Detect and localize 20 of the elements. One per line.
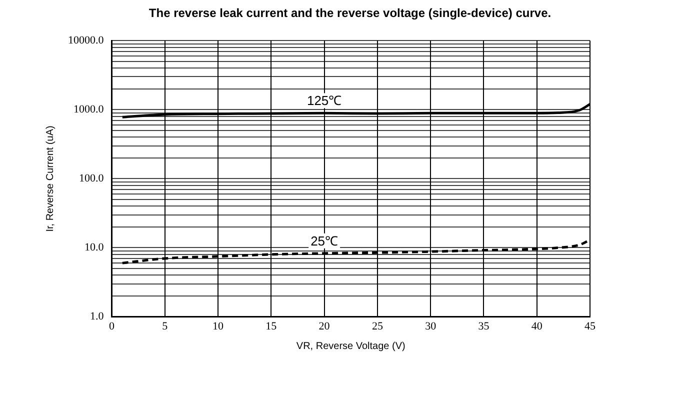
- y-axis-title: Ir, Reverse Current (uA): [44, 126, 56, 232]
- x-tick-label: 40: [531, 320, 543, 332]
- y-tick-label: 100.0: [79, 172, 104, 185]
- series-label: 125℃: [306, 93, 342, 108]
- chart-title: The reverse leak current and the reverse voltage (single-device) curve.: [148, 6, 552, 20]
- x-tick-label: 5: [162, 320, 168, 332]
- x-tick-label: 0: [109, 320, 115, 332]
- x-tick-label: 10: [212, 320, 224, 332]
- series-label: 25℃: [310, 233, 338, 248]
- x-tick-label: 45: [584, 320, 596, 332]
- x-tick-label: 35: [478, 320, 490, 332]
- x-tick-label: 20: [318, 320, 330, 332]
- y-tick-label: 10.0: [84, 242, 104, 254]
- x-tick-label: 30: [425, 320, 437, 332]
- y-tick-label: 10000.0: [68, 34, 104, 46]
- x-axis-title: VR, Reverse Voltage (V): [296, 340, 406, 352]
- y-tick-label: 1000.0: [74, 104, 104, 116]
- y-tick-label: 1.0: [90, 310, 104, 323]
- x-tick-label: 15: [266, 320, 278, 332]
- x-tick-label: 25: [372, 320, 384, 332]
